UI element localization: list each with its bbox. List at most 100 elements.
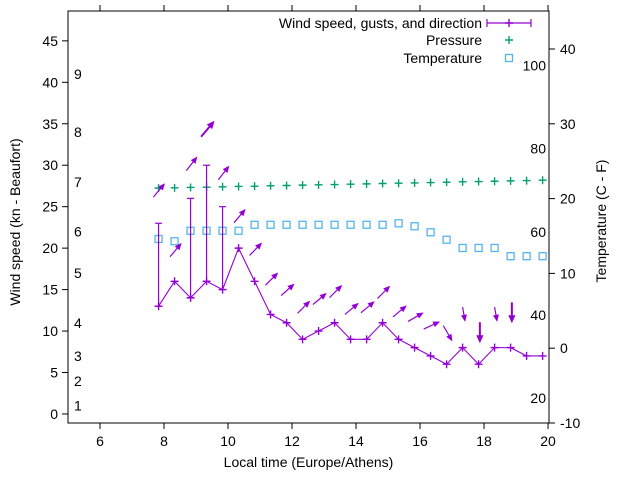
x-axis-title: Local time (Europe/Athens)	[223, 454, 394, 470]
plus-marker	[378, 179, 387, 188]
square-marker	[314, 220, 323, 229]
direction-arrow-head	[238, 208, 246, 217]
x-tick-label: 18	[476, 433, 492, 449]
direction-arrow-head	[461, 314, 467, 322]
plus-marker	[186, 293, 195, 302]
beaufort-label: 5	[74, 265, 82, 281]
direction-arrow-head	[174, 242, 182, 251]
direction-arrow-head	[206, 120, 215, 130]
plus-marker	[170, 183, 179, 192]
plus-marker	[506, 343, 515, 352]
square-marker	[506, 252, 515, 261]
x-tick-label: 6	[96, 433, 104, 449]
plus-marker	[490, 177, 499, 186]
plus-marker	[218, 182, 227, 191]
celsius-tick-label: 20	[560, 191, 576, 207]
plus-marker	[170, 277, 179, 286]
plus-marker	[458, 343, 467, 352]
beaufort-label: 4	[74, 315, 82, 331]
kn-tick-label: 5	[50, 365, 58, 381]
plus-marker	[346, 335, 355, 344]
y-axis-title-left: Wind speed (kn - Beaufort)	[7, 138, 23, 306]
direction-arrow-head	[399, 305, 407, 313]
plus-marker	[538, 351, 547, 360]
x-tick-label: 10	[220, 433, 236, 449]
beaufort-label: 1	[74, 398, 82, 414]
wind-series	[154, 164, 547, 369]
plus-marker	[410, 178, 419, 187]
plot-border	[67, 10, 550, 424]
plus-marker	[298, 335, 307, 344]
square-marker	[442, 235, 451, 244]
wind-speed-line	[158, 246, 543, 366]
temperature-series	[154, 219, 547, 261]
beaufort-label: 2	[74, 373, 82, 389]
plus-marker	[474, 360, 483, 369]
beaufort-label: 7	[74, 174, 82, 190]
legend: Wind speed, gusts, and directionPressure…	[279, 15, 532, 66]
legend-label-errorbar: Wind speed, gusts, and direction	[279, 15, 482, 31]
square-marker	[522, 252, 531, 261]
plus-marker	[234, 182, 243, 191]
direction-arrow-head	[367, 301, 375, 309]
plus-marker	[362, 179, 371, 188]
plus-marker	[314, 180, 323, 189]
fahrenheit-label: 40	[530, 307, 546, 323]
plus-marker	[234, 244, 243, 253]
plus-marker	[346, 180, 355, 189]
direction-arrow-head	[351, 302, 359, 310]
square-marker	[298, 220, 307, 229]
beaufort-label: 9	[74, 66, 82, 82]
celsius-tick-label: 10	[560, 265, 576, 281]
fahrenheit-label: 80	[530, 141, 546, 157]
plus-marker	[282, 318, 291, 327]
plus-marker	[314, 327, 323, 336]
direction-arrow-head	[432, 321, 441, 328]
kn-tick-label: 30	[42, 157, 58, 173]
plus-marker	[266, 181, 275, 190]
beaufort-label: 8	[74, 124, 82, 140]
beaufort-label: 6	[74, 224, 82, 240]
square-marker	[346, 220, 355, 229]
square-marker	[504, 53, 514, 63]
square-marker	[282, 220, 291, 229]
kn-tick-label: 25	[42, 199, 58, 215]
plus-marker	[394, 335, 403, 344]
plus-marker	[298, 181, 307, 190]
celsius-tick-label: 30	[560, 116, 576, 132]
x-tick-label: 20	[540, 433, 556, 449]
fahrenheit-label: 60	[530, 224, 546, 240]
plus-marker	[202, 277, 211, 286]
plus-marker	[330, 318, 339, 327]
square-marker	[266, 220, 275, 229]
direction-arrow-head	[383, 285, 391, 293]
plus-marker	[250, 277, 259, 286]
plus-marker	[506, 176, 515, 185]
plus-marker	[505, 19, 513, 27]
square-marker	[378, 220, 387, 229]
plus-marker	[154, 302, 163, 311]
plus-marker	[410, 343, 419, 352]
direction-arrow-head	[508, 315, 516, 324]
square-marker	[410, 222, 419, 231]
kn-tick-label: 10	[42, 323, 58, 339]
x-tick-label: 8	[160, 433, 168, 449]
square-marker	[538, 252, 547, 261]
plus-marker	[442, 178, 451, 187]
square-marker	[330, 220, 339, 229]
direction-arrow-head	[303, 300, 311, 308]
plus-marker	[218, 285, 227, 294]
kn-tick-label: 35	[42, 116, 58, 132]
square-marker	[474, 243, 483, 253]
direction-arrow-head	[190, 156, 198, 164]
legend-label-square: Temperature	[403, 50, 482, 66]
plus-marker	[186, 183, 195, 192]
square-marker	[458, 243, 467, 253]
square-marker	[170, 237, 179, 246]
kn-tick-label: 45	[42, 33, 58, 49]
beaufort-label: 3	[74, 348, 82, 364]
plus-marker	[282, 181, 291, 190]
plus-marker	[522, 176, 531, 185]
pressure-series	[154, 176, 547, 193]
